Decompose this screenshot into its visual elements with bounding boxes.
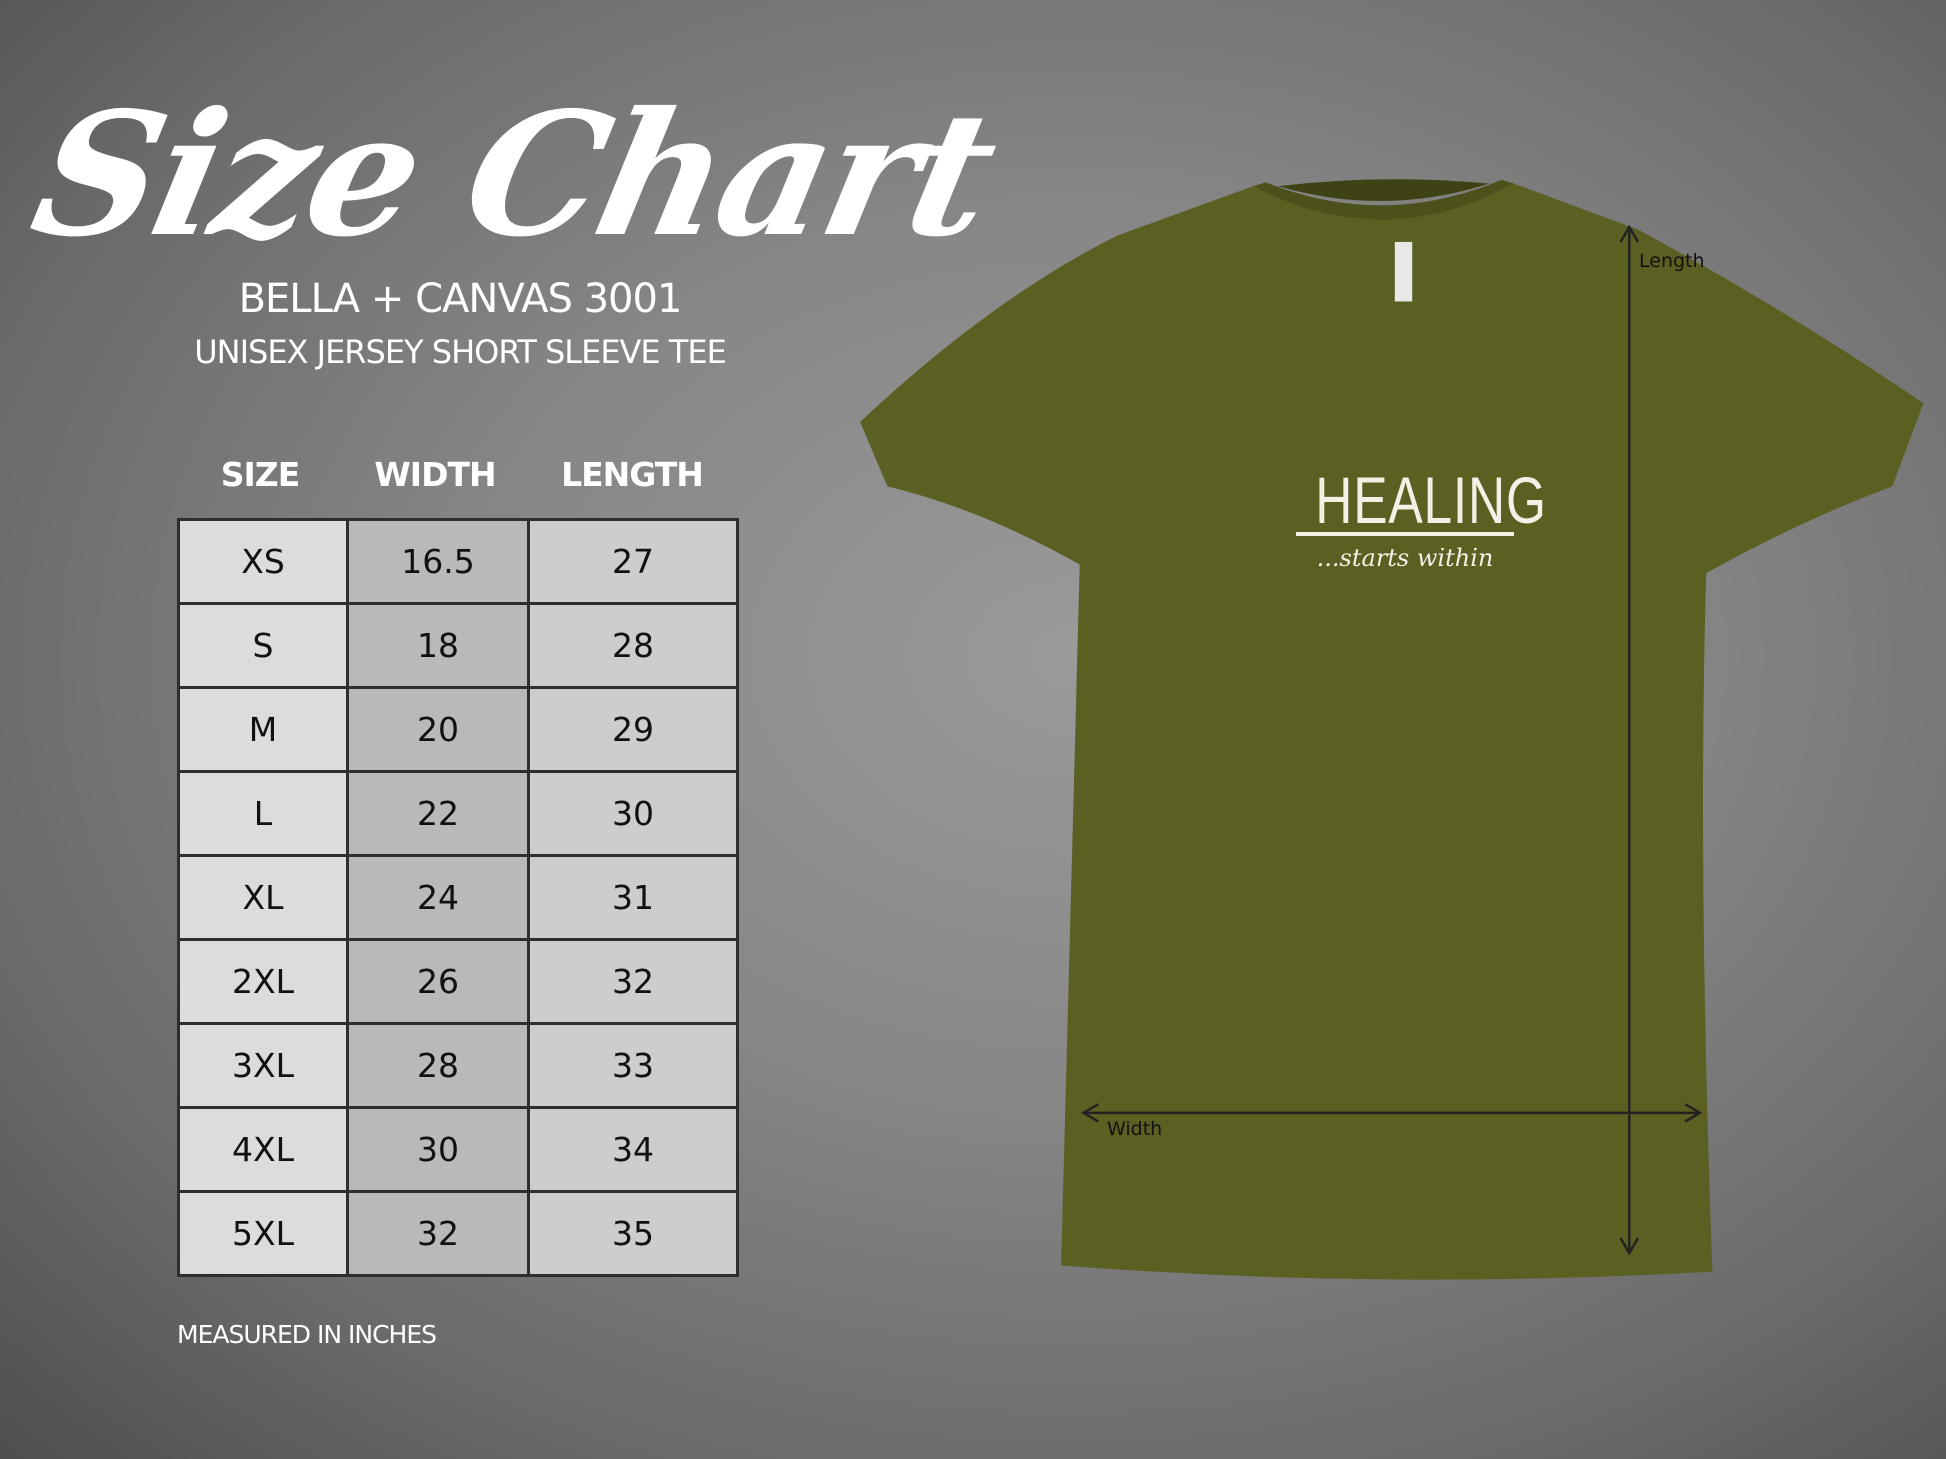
cell-size: S bbox=[177, 602, 349, 689]
cell-length: 35 bbox=[527, 1190, 739, 1277]
tshirt-collar-inner bbox=[1278, 179, 1490, 202]
table-row: XL 24 31 bbox=[177, 854, 739, 941]
cell-size: XS bbox=[177, 518, 349, 605]
cell-width: 28 bbox=[346, 1022, 530, 1109]
print-underline bbox=[1296, 532, 1514, 536]
tshirt-collar bbox=[1253, 179, 1514, 220]
table-row: 4XL 30 34 bbox=[177, 1106, 739, 1193]
column-header-length: LENGTH bbox=[561, 455, 704, 494]
cell-length: 27 bbox=[527, 518, 739, 605]
cell-length: 31 bbox=[527, 854, 739, 941]
cell-size: L bbox=[177, 770, 349, 857]
cell-size: 5XL bbox=[177, 1190, 349, 1277]
cell-size: XL bbox=[177, 854, 349, 941]
cell-width: 24 bbox=[346, 854, 530, 941]
measurement-note: MEASURED IN INCHES bbox=[177, 1320, 437, 1349]
cell-width: 26 bbox=[346, 938, 530, 1025]
table-row: 3XL 28 33 bbox=[177, 1022, 739, 1109]
brand-model: BELLA + CANVAS 3001 bbox=[238, 276, 683, 322]
column-header-size: SIZE bbox=[220, 455, 301, 494]
print-title: HEALING bbox=[1315, 463, 1547, 537]
cell-length: 34 bbox=[527, 1106, 739, 1193]
width-arrow-left-head bbox=[1080, 1103, 1099, 1123]
length-label: Length bbox=[1639, 250, 1705, 272]
cell-length: 33 bbox=[527, 1022, 739, 1109]
length-arrow-top-head bbox=[1619, 224, 1640, 243]
cell-width: 18 bbox=[346, 602, 530, 689]
cell-length: 28 bbox=[527, 602, 739, 689]
cell-size: M bbox=[177, 686, 349, 773]
cell-length: 30 bbox=[527, 770, 739, 857]
width-arrow-right-head bbox=[1684, 1103, 1703, 1123]
tshirt-tag bbox=[1394, 241, 1413, 302]
tshirt-body bbox=[860, 183, 1924, 1280]
length-arrow-bottom-head bbox=[1619, 1237, 1640, 1256]
cell-size: 2XL bbox=[177, 938, 349, 1025]
size-table: XS 16.5 27 S 18 28 M 20 29 L 22 30 XL 24 31 2XL 26 32 3XL 2… bbox=[177, 518, 739, 1277]
column-header-width: WIDTH bbox=[374, 455, 496, 494]
cell-length: 29 bbox=[527, 686, 739, 773]
width-label: Width bbox=[1107, 1118, 1163, 1140]
product-subtitle: UNISEX JERSEY SHORT SLEEVE TEE bbox=[194, 333, 727, 371]
print-tagline: ...starts within bbox=[1316, 544, 1494, 572]
cell-length: 32 bbox=[527, 938, 739, 1025]
table-row: S 18 28 bbox=[177, 602, 739, 689]
table-row: L 22 30 bbox=[177, 770, 739, 857]
table-row: M 20 29 bbox=[177, 686, 739, 773]
table-row: XS 16.5 27 bbox=[177, 518, 739, 605]
cell-width: 16.5 bbox=[346, 518, 530, 605]
cell-size: 4XL bbox=[177, 1106, 349, 1193]
cell-width: 30 bbox=[346, 1106, 530, 1193]
cell-width: 32 bbox=[346, 1190, 530, 1277]
table-row: 2XL 26 32 bbox=[177, 938, 739, 1025]
cell-width: 20 bbox=[346, 686, 530, 773]
cell-size: 3XL bbox=[177, 1022, 349, 1109]
table-row: 5XL 32 35 bbox=[177, 1190, 739, 1277]
cell-width: 22 bbox=[346, 770, 530, 857]
